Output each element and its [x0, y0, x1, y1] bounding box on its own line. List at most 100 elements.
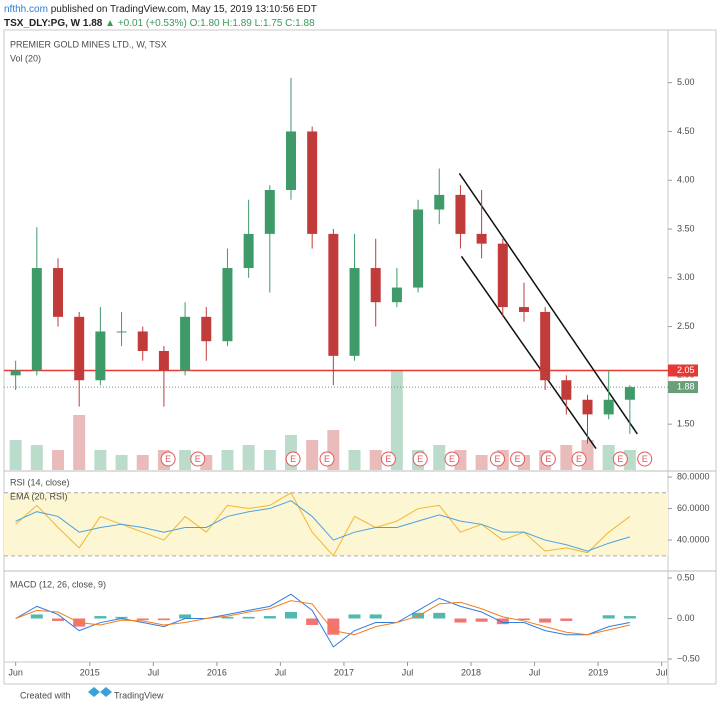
pane-title: MACD (12, 26, close, 9)	[10, 579, 106, 589]
author[interactable]: nfthh.com	[4, 4, 48, 15]
histogram-bar	[94, 616, 107, 619]
y-tick-label: 4.00	[677, 175, 695, 185]
histogram-bar	[263, 616, 276, 619]
pane-title: PREMIER GOLD MINES LTD., W, TSX	[10, 39, 167, 49]
frame	[3, 29, 717, 685]
candle-body	[10, 370, 21, 376]
x-tick-label: 2018	[461, 667, 481, 677]
histogram-bar	[369, 614, 382, 619]
level-label: 2.05	[677, 365, 695, 375]
volume-bar	[369, 450, 382, 470]
candle-body	[116, 331, 127, 333]
macd-line	[15, 593, 630, 648]
histogram-bar	[602, 615, 615, 619]
candle-body	[307, 131, 318, 234]
histogram-bar	[157, 618, 170, 621]
candle-body	[624, 387, 635, 400]
candle-body	[222, 268, 233, 342]
y-tick-label: 3.00	[677, 272, 695, 282]
ohlc: O:1.80 H:1.89 L:1.75 C:1.88	[190, 18, 316, 29]
candle-body	[413, 209, 424, 288]
x-tick-label: 2015	[80, 667, 100, 677]
histogram-bar	[560, 618, 573, 621]
histogram-bar	[242, 616, 255, 619]
earnings-label: E	[494, 454, 500, 464]
histogram-bar	[52, 618, 65, 621]
volume-bar	[30, 445, 43, 470]
histogram-bar	[454, 618, 467, 623]
x-tick-label: Jul	[656, 667, 668, 677]
footer-brand[interactable]: TradingView	[114, 690, 164, 700]
x-tick-label: Jul	[148, 667, 160, 677]
brand-logo	[88, 687, 112, 697]
volume-label: Vol (20)	[10, 53, 41, 63]
candle-body	[455, 194, 466, 234]
volume-bar	[560, 445, 573, 470]
histogram-bar	[348, 614, 361, 619]
y-tick-label: 60.0000	[677, 503, 710, 513]
legend-entry: EMA (20, RSI)	[10, 491, 68, 501]
volume-bar	[475, 455, 488, 470]
earnings-marker	[540, 451, 556, 467]
price: 1.88	[83, 18, 103, 29]
y-tick-label: 2.50	[677, 321, 695, 331]
y-tick-label: 80.0000	[677, 471, 710, 481]
rsi-band	[4, 492, 668, 556]
volume-bar	[221, 450, 234, 470]
volume-bar	[136, 455, 149, 470]
volume-bar	[623, 450, 636, 470]
y-tick-label: −0.50	[677, 653, 700, 663]
change: ▲ +0.01 (+0.53%)	[105, 18, 187, 29]
histogram-bar	[517, 618, 530, 621]
x-tick-label: 2019	[588, 667, 608, 677]
earnings-label: E	[417, 454, 423, 464]
volume-bar	[242, 445, 255, 470]
symbol-line: TSX_DLY:PG, W 1.88 ▲ +0.01 (+0.53%) O:1.…	[4, 18, 315, 29]
candle-body	[497, 243, 508, 308]
earnings-label: E	[576, 454, 582, 464]
candle-body	[582, 399, 593, 415]
histogram-bar	[221, 616, 234, 619]
volume-bar	[94, 450, 107, 470]
candle-body	[391, 287, 402, 303]
x-tick-label: Jul	[529, 667, 541, 677]
earnings-label: E	[642, 454, 648, 464]
y-tick-label: 0.50	[677, 572, 695, 582]
candle-body	[476, 233, 487, 244]
earnings-marker	[160, 451, 176, 467]
histogram-bar	[475, 618, 488, 622]
candle-body	[74, 316, 85, 381]
earnings-label: E	[449, 454, 455, 464]
candle-body	[137, 331, 148, 351]
macd-line	[15, 600, 630, 636]
volume-bar	[115, 455, 128, 470]
histogram-bar	[327, 618, 340, 635]
indicator-line	[15, 492, 631, 557]
earnings-marker	[637, 451, 653, 467]
candle-body	[349, 268, 360, 356]
candle-body	[561, 380, 572, 400]
x-tick-label: Jul	[402, 667, 414, 677]
earnings-marker	[412, 451, 428, 467]
y-tick-label: 0.00	[677, 613, 695, 623]
candle-body	[518, 307, 529, 312]
earnings-label: E	[195, 454, 201, 464]
histogram-bar	[539, 618, 552, 623]
earnings-marker	[190, 451, 206, 467]
y-tick-label: 4.50	[677, 126, 695, 136]
earnings-marker	[380, 451, 396, 467]
volume-bar	[9, 440, 22, 470]
earnings-marker	[612, 451, 628, 467]
x-tick-label: Jul	[275, 667, 287, 677]
indicator-line	[15, 500, 631, 552]
candle-body	[603, 399, 614, 415]
earnings-label: E	[165, 454, 171, 464]
legend-entry: RSI (14, close)	[10, 477, 70, 487]
volume-bar	[433, 445, 446, 470]
earnings-label: E	[324, 454, 330, 464]
histogram-bar	[284, 612, 297, 619]
histogram-bar	[136, 618, 149, 621]
histogram-bar	[623, 616, 636, 619]
candle-body	[434, 194, 445, 210]
